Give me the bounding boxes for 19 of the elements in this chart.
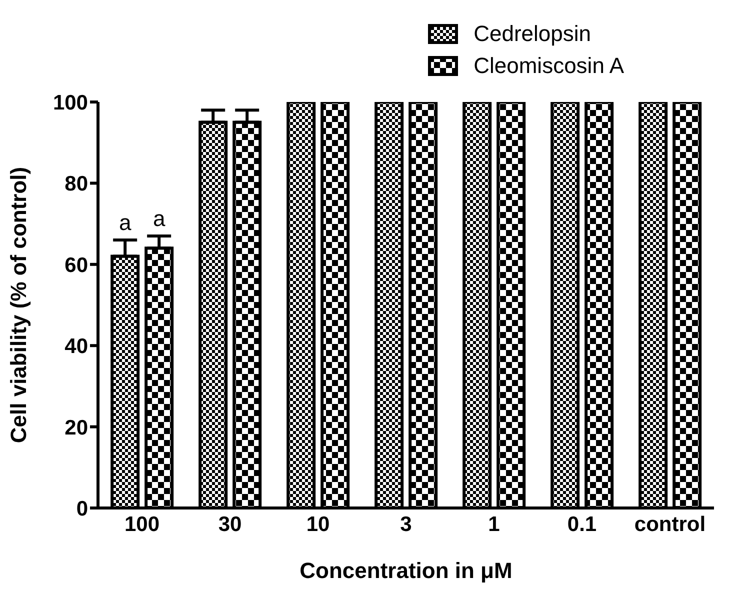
- x-tick-label: 0.1: [567, 512, 597, 536]
- data-label: a: [152, 206, 166, 231]
- x-tick-label: 1: [488, 512, 500, 536]
- x-tick-label: 30: [218, 512, 242, 536]
- legend-label: Cleomiscosin A: [474, 53, 624, 79]
- y-tick-label: 0: [76, 497, 88, 520]
- y-tick-label: 80: [64, 172, 88, 196]
- x-tick-label: 3: [400, 512, 412, 536]
- x-tick-label: 100: [124, 512, 160, 536]
- data-label: a: [118, 210, 132, 236]
- legend-label: Cedrelopsin: [474, 21, 592, 47]
- x-axis-title: Concentration in μM: [300, 558, 512, 583]
- y-tick-label: 40: [64, 335, 88, 358]
- y-axis-title: Cell viability (% of control): [6, 166, 31, 444]
- y-tick-label: 20: [64, 416, 88, 440]
- x-tick-label: 10: [306, 512, 330, 536]
- x-tick-label: control: [634, 512, 706, 536]
- y-tick-label: 100: [52, 91, 88, 114]
- y-tick-label: 60: [64, 254, 88, 277]
